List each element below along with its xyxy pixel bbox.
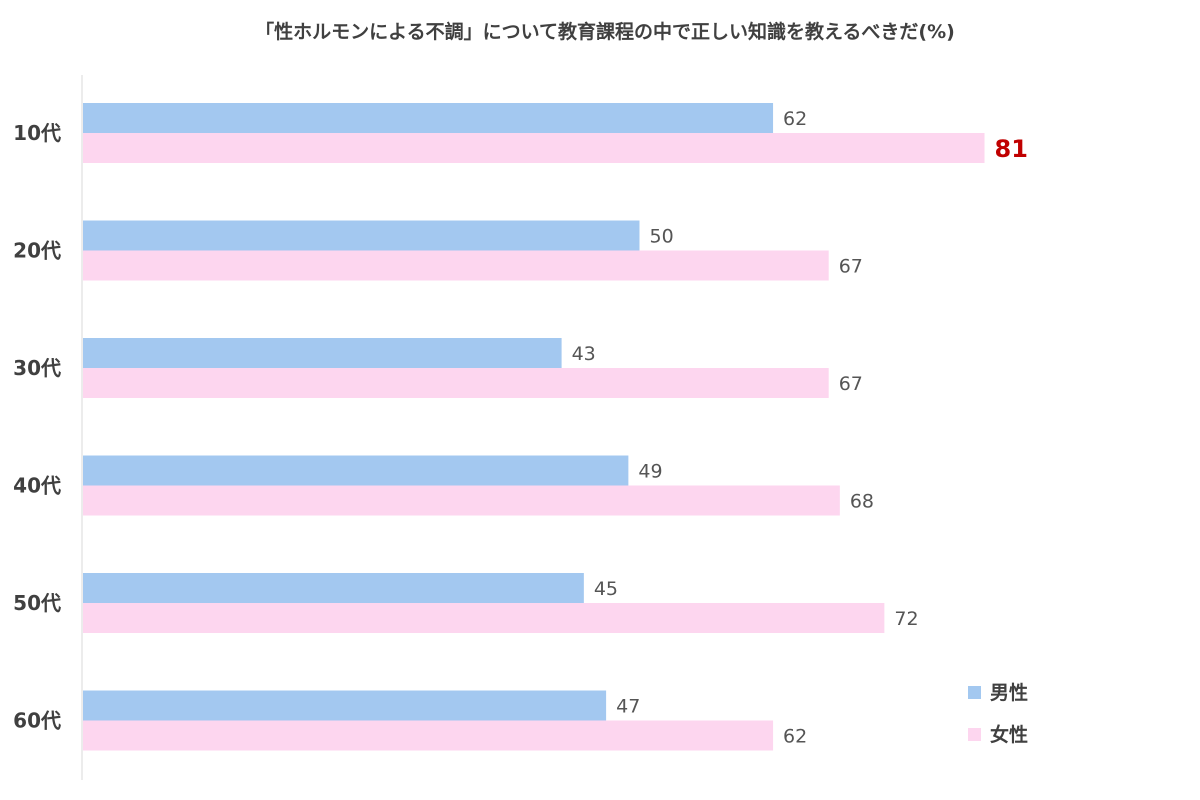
category-label: 40代 (13, 474, 61, 498)
data-label: 81 (995, 135, 1028, 163)
category-label: 60代 (13, 709, 61, 733)
bar-female (83, 133, 985, 163)
data-label: 49 (638, 461, 662, 483)
data-label: 50 (650, 226, 674, 248)
bar-female (83, 485, 840, 516)
data-label: 68 (850, 491, 874, 513)
bar-male (83, 690, 607, 721)
bar-female (83, 603, 885, 633)
legend-label: 男性 (990, 681, 1028, 704)
data-label: 45 (594, 578, 618, 600)
bar-male (83, 573, 584, 603)
data-label: 62 (783, 726, 807, 748)
legend-swatch (968, 686, 981, 699)
data-label: 67 (839, 256, 863, 278)
bars: 10代 62 81 20代 50 67 30代 43 67 40代 49 68 50代 45 72 60代 47… (13, 103, 1028, 751)
bar-male (83, 103, 774, 133)
bar-male (83, 220, 640, 251)
bar-male (83, 455, 629, 486)
bar-male (83, 338, 562, 368)
bar-female (83, 368, 829, 398)
bar-female (83, 720, 774, 751)
data-label: 62 (783, 108, 807, 130)
category-label: 30代 (13, 356, 61, 380)
data-label: 47 (616, 696, 640, 718)
data-label: 43 (572, 343, 596, 365)
legend-label: 女性 (990, 723, 1028, 746)
category-label: 20代 (13, 239, 61, 263)
data-label: 67 (839, 373, 863, 395)
chart-title: 「性ホルモンによる不調」について教育課程の中で正しい知識を教えるべきだ(%) (255, 20, 955, 43)
category-label: 10代 (13, 121, 61, 145)
bar-female (83, 250, 829, 281)
legend-swatch (968, 728, 981, 741)
data-label: 72 (894, 608, 918, 630)
category-label: 50代 (13, 591, 61, 615)
